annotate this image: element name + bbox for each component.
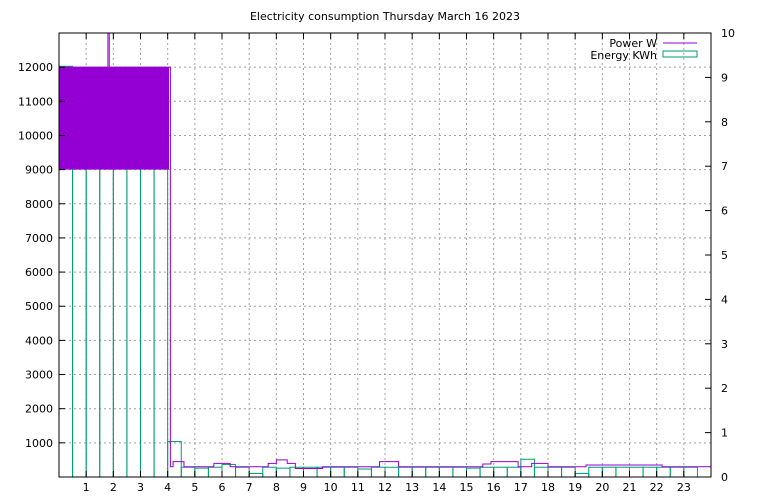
x-tick-label: 20 — [595, 481, 609, 494]
legend-swatch-energy — [662, 50, 698, 58]
y2-tick-label: 4 — [721, 293, 728, 306]
energy-bar — [275, 467, 291, 478]
energy-bar — [669, 466, 685, 478]
axis-ticks — [59, 32, 711, 478]
x-tick-label: 18 — [541, 481, 555, 494]
x-tick-label: 6 — [219, 481, 226, 494]
y-tick-label: 12000 — [18, 61, 53, 74]
energy-bar — [493, 466, 508, 478]
x-tick-label: 4 — [164, 481, 171, 494]
y2-tick-label: 8 — [721, 116, 728, 129]
energy-bar — [384, 466, 400, 478]
chart-title: Electricity consumption Thursday March 1… — [250, 10, 520, 23]
energy-bar — [683, 466, 698, 478]
energy-bar — [425, 466, 440, 478]
legend: Power W Energy KWh — [590, 37, 698, 62]
energy-bar — [601, 466, 617, 478]
x-tick-label: 13 — [405, 481, 419, 494]
energy-bar — [466, 467, 481, 478]
energy-bar — [615, 466, 631, 478]
power-band-fill — [59, 67, 170, 170]
legend-label-energy: Energy KWh — [590, 49, 657, 62]
y2-tick-label: 6 — [721, 205, 728, 218]
x-tick-label: 9 — [300, 481, 307, 494]
y-tick-label: 3000 — [25, 369, 53, 382]
energy-bar — [167, 440, 182, 478]
energy-bar — [656, 466, 671, 478]
x-tick-label: 16 — [487, 481, 501, 494]
y2-tick-label: 2 — [721, 382, 728, 395]
y-tick-label: 11000 — [18, 95, 53, 108]
x-tick-labels: 1 2 3 4 5 6 7 8 9 10 11 12 13 14 15 16 17 18 19 20 21 22 23 — [83, 481, 691, 494]
energy-bar — [180, 466, 196, 478]
energy-bar — [629, 466, 644, 478]
y-tick-label: 6000 — [25, 266, 53, 279]
energy-bar — [357, 468, 372, 478]
y-tick-label: 5000 — [25, 300, 53, 313]
y-tick-label: 1000 — [25, 437, 53, 450]
x-tick-label: 7 — [246, 481, 253, 494]
energy-bar — [248, 472, 264, 478]
y2-tick-label: 7 — [721, 160, 728, 173]
energy-bar — [547, 466, 563, 478]
x-tick-label: 23 — [677, 481, 691, 494]
y2-tick-labels: 0 1 2 3 4 5 6 7 8 9 10 — [721, 27, 735, 484]
x-tick-label: 21 — [623, 481, 637, 494]
energy-bar — [533, 466, 549, 478]
x-tick-label: 15 — [460, 481, 474, 494]
power-line-path — [59, 32, 711, 469]
energy-bar — [452, 466, 467, 478]
energy-bar — [438, 466, 454, 478]
y-tick-label: 4000 — [25, 334, 53, 347]
x-tick-label: 5 — [191, 481, 198, 494]
x-tick-label: 19 — [568, 481, 582, 494]
y2-tick-label: 10 — [721, 27, 735, 40]
x-tick-label: 22 — [650, 481, 664, 494]
energy-bar — [330, 466, 345, 478]
x-tick-label: 14 — [432, 481, 446, 494]
energy-bar — [520, 458, 535, 478]
y2-tick-label: 9 — [721, 71, 728, 84]
x-tick-label: 12 — [378, 481, 392, 494]
y2-tick-label: 0 — [721, 471, 728, 484]
y2-tick-label: 5 — [721, 249, 728, 262]
y-tick-label: 2000 — [25, 403, 53, 416]
x-tick-label: 8 — [273, 481, 280, 494]
x-tick-label: 17 — [514, 481, 528, 494]
energy-bar — [262, 466, 277, 478]
energy-bar — [506, 466, 522, 478]
power-band — [59, 67, 170, 170]
y-tick-label: 8000 — [25, 198, 53, 211]
energy-bar — [235, 466, 250, 478]
grid-lines — [59, 33, 711, 477]
y2-tick-label: 3 — [721, 338, 728, 351]
energy-bar — [194, 467, 209, 478]
x-tick-label: 1 — [83, 481, 90, 494]
y-tick-labels: 1000 2000 3000 4000 5000 6000 7000 8000 9000 1000… — [18, 61, 53, 450]
power-series — [59, 32, 711, 469]
energy-bar — [642, 466, 658, 478]
energy-bar — [343, 466, 359, 478]
energy-bar — [370, 466, 386, 478]
y-tick-label: 10000 — [18, 129, 53, 142]
y2-tick-label: 1 — [721, 427, 728, 440]
energy-bar — [411, 466, 427, 478]
y-tick-label: 9000 — [25, 164, 53, 177]
energy-bar — [588, 466, 603, 478]
energy-bar — [398, 466, 413, 478]
x-tick-label: 11 — [351, 481, 365, 494]
energy-bar — [479, 466, 495, 478]
x-tick-label: 10 — [324, 481, 338, 494]
legend-label-power: Power W — [609, 37, 657, 50]
energy-bar — [574, 472, 590, 478]
energy-bar — [207, 466, 223, 478]
energy-bar — [561, 466, 576, 478]
x-tick-label: 2 — [110, 481, 117, 494]
y-tick-label: 7000 — [25, 232, 53, 245]
x-tick-label: 3 — [137, 481, 144, 494]
